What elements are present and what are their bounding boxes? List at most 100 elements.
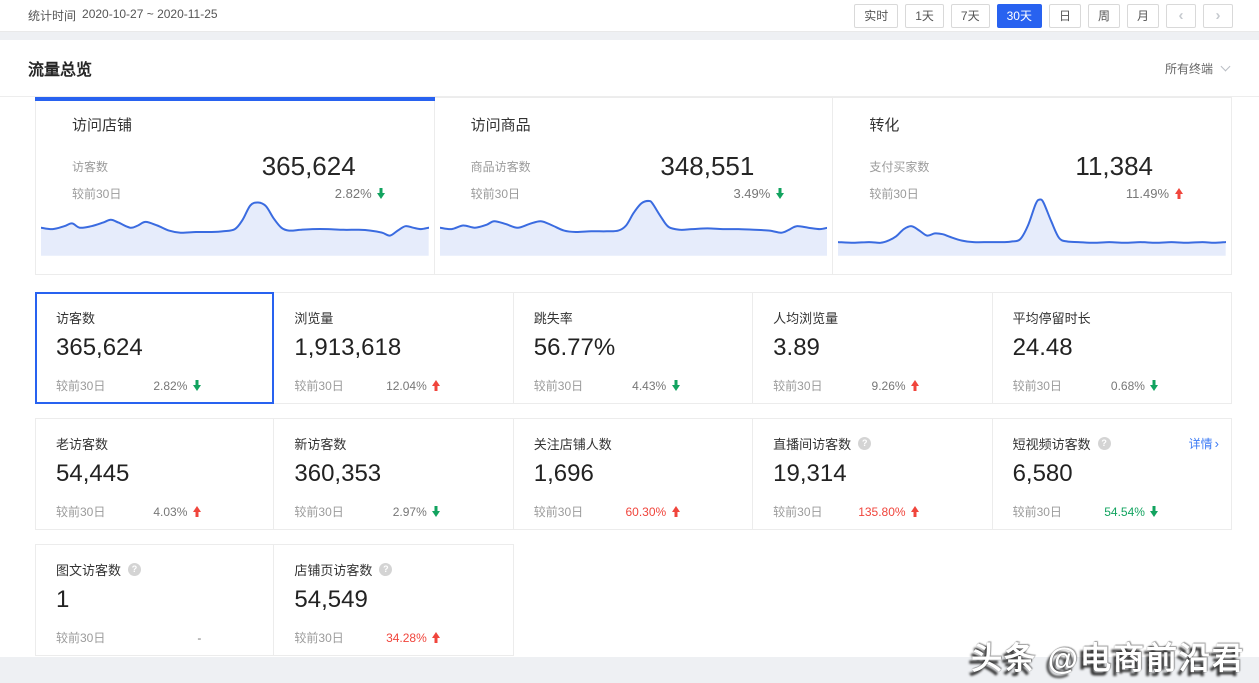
sparkline-line (838, 198, 1227, 244)
panel-header: 流量总览 所有终端 (0, 40, 1259, 97)
metric-value: 1,913,618 (294, 334, 402, 361)
compare-label: 较前30日 (56, 505, 106, 519)
info-icon[interactable]: ? (128, 563, 142, 576)
metric-value: 54,549 (294, 586, 368, 613)
trend-arrow-icon (911, 506, 920, 517)
compare-label: 较前30日 (1012, 379, 1062, 393)
summary-tabs: 访问店铺 访客数 365,624 较前30日 2.82% 访问商品 商品访客数 … (35, 97, 1232, 275)
metric-grid: 访客数 365,624 较前30日 2.82% 浏览量 1,913,618 较前… (0, 292, 1259, 656)
trend-percent: 3.49% (733, 186, 784, 201)
trend-arrow-icon (671, 506, 680, 517)
range-button[interactable]: 周 (1087, 3, 1120, 28)
compare-label: 较前30日 (470, 187, 521, 201)
compare-label: 较前30日 (773, 505, 823, 519)
compare-label: 较前30日 (773, 379, 823, 393)
metric-value: 3.89 (773, 334, 820, 361)
metric-card[interactable]: 直播间访客数 ? 19,314 较前30日 135.80% (753, 418, 993, 530)
sparkline-line (439, 199, 828, 234)
trend-arrow-icon (192, 506, 201, 517)
compare-label: 较前30日 (72, 187, 122, 201)
trend-percent: 2.97% (393, 505, 441, 519)
device-filter-dropdown[interactable]: 所有终端 (1164, 60, 1231, 77)
metric-row: 访客数 365,624 较前30日 2.82% 浏览量 1,913,618 较前… (35, 292, 1232, 404)
trend-arrow-icon (911, 380, 920, 391)
stat-time-range: 2020-10-27 ~ 2020-11-25 (82, 7, 218, 21)
device-filter-label: 所有终端 (1164, 61, 1213, 76)
range-button[interactable]: 实时 (854, 3, 899, 28)
metric-card[interactable]: 人均浏览量 3.89 较前30日 9.26% (753, 292, 993, 404)
metric-value: 54,445 (56, 460, 130, 487)
sparkline-area (439, 200, 828, 256)
metric-value: 6,580 (1012, 460, 1073, 487)
compare-label: 较前30日 (1012, 505, 1062, 519)
summary-tab-title: 访问店铺 (72, 117, 133, 134)
trend-percent: 135.80% (858, 505, 919, 519)
metric-card[interactable]: 平均停留时长 24.48 较前30日 0.68% (992, 292, 1232, 404)
metric-row: 老访客数 54,445 较前30日 4.03% 新访客数 360,353 较前3… (35, 418, 1232, 530)
info-icon[interactable]: ? (858, 437, 872, 450)
summary-metric-value: 348,551 (660, 151, 755, 181)
metric-value: 24.48 (1012, 334, 1073, 361)
summary-tab[interactable]: 转化 支付买家数 11,384 较前30日 11.49% (833, 98, 1232, 274)
compare-label: 较前30日 (869, 187, 919, 201)
summary-tab[interactable]: 访问商品 商品访客数 348,551 较前30日 3.49% (434, 98, 834, 274)
detail-link[interactable]: 详情 › (1188, 436, 1219, 451)
range-button[interactable]: 日 (1048, 3, 1081, 28)
info-icon[interactable]: ? (379, 563, 393, 576)
trend-percent: 2.82% (153, 379, 201, 393)
traffic-overview-panel: 流量总览 所有终端 访问店铺 访客数 365,624 较前30日 2.82% 访… (0, 40, 1259, 657)
metric-card[interactable]: 新访客数 360,353 较前30日 2.97% (274, 418, 514, 530)
summary-metric-label: 访客数 (72, 160, 109, 174)
metric-card[interactable]: 店铺页访客数 ? 54,549 较前30日 34.28% (274, 544, 514, 656)
trend-arrow-icon (192, 380, 201, 391)
trend-percent: 2.82% (335, 186, 386, 201)
metric-card[interactable]: 短视频访客数 ? 6,580 较前30日 54.54% 详情 › (992, 418, 1232, 530)
range-button[interactable]: 月 (1126, 3, 1159, 28)
summary-tab[interactable]: 访问店铺 访客数 365,624 较前30日 2.82% (35, 97, 435, 274)
prev-page-button[interactable]: ‹ (1166, 3, 1196, 28)
trend-percent: 12.04% (386, 379, 441, 393)
metric-row: 图文访客数 ? 1 较前30日 - 店铺页访客数 ? 54,549 较前30日 … (35, 544, 1232, 656)
metric-label: 跳失率 (533, 311, 573, 326)
sparkline-chart (838, 196, 1227, 268)
range-buttons: 实时 1天 7天 30天日周月 ‹ › (854, 3, 1233, 28)
metric-label: 图文访客数 (56, 563, 122, 578)
metric-value: 56.77% (533, 334, 616, 361)
trend-percent: 9.26% (872, 379, 920, 393)
metric-card[interactable]: 跳失率 56.77% 较前30日 4.43% (513, 292, 754, 404)
chevron-down-icon (1220, 61, 1231, 71)
metric-card[interactable]: 图文访客数 ? 1 较前30日 - (35, 544, 275, 656)
chevron-right-icon: › (1214, 436, 1219, 451)
metric-value: 1,696 (533, 460, 594, 487)
metric-value: 19,314 (773, 460, 847, 487)
compare-label: 较前30日 (56, 379, 106, 393)
metric-value: 365,624 (56, 334, 143, 361)
next-page-button[interactable]: › (1203, 3, 1233, 28)
stat-time-label: 统计时间 (28, 9, 77, 23)
sparkline-chart (41, 196, 429, 268)
metric-card[interactable]: 访客数 365,624 较前30日 2.82% (35, 292, 275, 404)
compare-label: 较前30日 (294, 379, 344, 393)
summary-metric-value: 11,384 (1075, 151, 1154, 181)
metric-label: 短视频访客数 (1012, 437, 1091, 452)
metric-card[interactable]: 老访客数 54,445 较前30日 4.03% (35, 418, 275, 530)
metric-card[interactable]: 浏览量 1,913,618 较前30日 12.04% (274, 292, 514, 404)
sparkline-line (41, 201, 429, 237)
range-button[interactable]: 30天 (996, 3, 1042, 28)
range-button[interactable]: 1天 (905, 3, 944, 28)
metric-label: 店铺页访客数 (294, 563, 373, 578)
trend-percent: 11.49% (1126, 186, 1183, 201)
trend-arrow-icon (432, 632, 441, 643)
range-button[interactable]: 7天 (950, 3, 990, 28)
page-title: 流量总览 (28, 62, 93, 79)
summary-metric-label: 商品访客数 (470, 160, 531, 174)
info-icon[interactable]: ? (1097, 437, 1111, 450)
metric-value: 1 (56, 586, 70, 613)
sparkline-area (838, 199, 1227, 256)
trend-percent: 60.30% (625, 505, 680, 519)
metric-card[interactable]: 关注店铺人数 1,696 较前30日 60.30% (513, 418, 754, 530)
compare-label: 较前30日 (56, 631, 106, 645)
compare-label: 较前30日 (294, 505, 344, 519)
compare-label: 较前30日 (533, 379, 584, 393)
metric-label: 浏览量 (294, 311, 334, 326)
